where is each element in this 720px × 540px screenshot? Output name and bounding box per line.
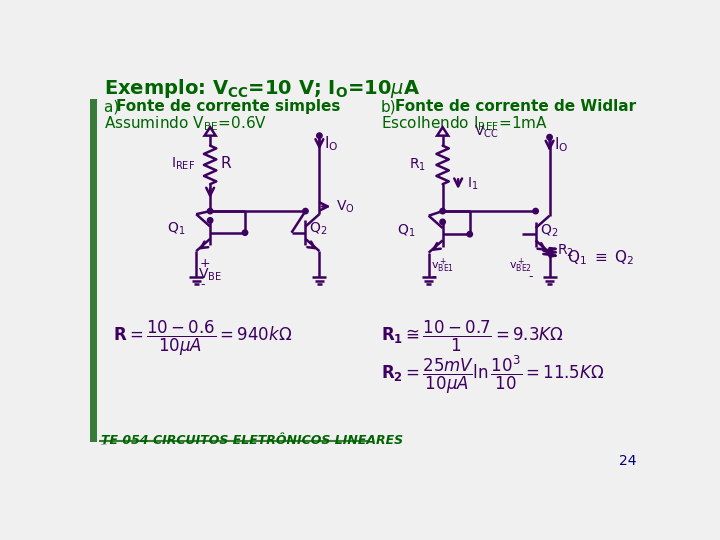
- Text: +: +: [200, 257, 211, 271]
- Text: Q$_2$: Q$_2$: [539, 222, 558, 239]
- Text: -: -: [431, 269, 436, 282]
- Circle shape: [207, 218, 213, 223]
- Text: R$_2$: R$_2$: [557, 242, 575, 259]
- Text: I$_{\mathregular{O}}$: I$_{\mathregular{O}}$: [324, 134, 338, 153]
- Circle shape: [440, 208, 446, 214]
- Text: V$_{\mathregular{CC}}$: V$_{\mathregular{CC}}$: [474, 124, 498, 140]
- Circle shape: [243, 230, 248, 235]
- Text: TE 054 CIRCUITOS ELETRÔNICOS LINEARES: TE 054 CIRCUITOS ELETRÔNICOS LINEARES: [101, 434, 403, 447]
- Text: Escolhendo I$_{\mathregular{REF}}$=1mA: Escolhendo I$_{\mathregular{REF}}$=1mA: [381, 114, 548, 133]
- Text: Exemplo: V$_{\mathregular{CC}}$=10 V; I$_{\mathregular{O}}$=10$\mu$A: Exemplo: V$_{\mathregular{CC}}$=10 V; I$…: [104, 77, 420, 100]
- Text: V$_{\mathregular{BE}}$: V$_{\mathregular{BE}}$: [199, 267, 222, 283]
- Text: -: -: [200, 278, 204, 291]
- Text: Fonte de corrente de Widlar: Fonte de corrente de Widlar: [395, 99, 636, 114]
- Text: v$^+_{\mathregular{BE1}}$: v$^+_{\mathregular{BE1}}$: [431, 256, 454, 275]
- Text: Assumindo V$_{\mathregular{BE}}$=0.6V: Assumindo V$_{\mathregular{BE}}$=0.6V: [104, 114, 267, 133]
- Text: Fonte de corrente simples: Fonte de corrente simples: [117, 99, 341, 114]
- Text: Q$_1$ $\equiv$ Q$_2$: Q$_1$ $\equiv$ Q$_2$: [567, 248, 634, 267]
- Circle shape: [302, 208, 308, 214]
- Bar: [90, 99, 97, 442]
- Text: V$_{\mathregular{O}}$: V$_{\mathregular{O}}$: [336, 198, 355, 215]
- Text: a): a): [104, 99, 124, 114]
- Text: R$_1$: R$_1$: [408, 157, 426, 173]
- Text: -: -: [528, 269, 534, 282]
- Text: Q$_1$: Q$_1$: [397, 222, 415, 239]
- Circle shape: [467, 232, 472, 237]
- Text: R: R: [221, 156, 232, 171]
- Circle shape: [317, 133, 322, 138]
- Text: Q$_1$: Q$_1$: [167, 221, 185, 237]
- Text: $\mathbf{R} = \dfrac{10-0.6}{10\mu\mathit{A}} = 940k\Omega$: $\mathbf{R} = \dfrac{10-0.6}{10\mu\mathi…: [113, 319, 292, 358]
- Text: $\mathbf{R_1} \cong \dfrac{10-0.7}{1} = 9.3K\Omega$: $\mathbf{R_1} \cong \dfrac{10-0.7}{1} = …: [381, 319, 563, 354]
- Text: $\mathbf{R_2} = \dfrac{25mV}{10\mu A} \ln\dfrac{10^3}{10} = 11.5K\Omega$: $\mathbf{R_2} = \dfrac{25mV}{10\mu A} \l…: [381, 354, 604, 396]
- Text: I$_{\mathregular{O}}$: I$_{\mathregular{O}}$: [554, 136, 569, 154]
- Circle shape: [547, 134, 552, 140]
- Text: #006400: #006400: [101, 444, 107, 445]
- Circle shape: [533, 208, 539, 214]
- Text: 24: 24: [619, 454, 636, 468]
- Text: I$_1$: I$_1$: [467, 176, 479, 192]
- Circle shape: [207, 208, 213, 214]
- Text: v$^+_{\mathregular{BE2}}$: v$^+_{\mathregular{BE2}}$: [508, 256, 532, 275]
- Circle shape: [440, 219, 446, 225]
- Text: Q$_2$: Q$_2$: [310, 221, 328, 237]
- Text: b): b): [381, 99, 396, 114]
- Text: I$_{\mathregular{REF}}$: I$_{\mathregular{REF}}$: [171, 155, 196, 172]
